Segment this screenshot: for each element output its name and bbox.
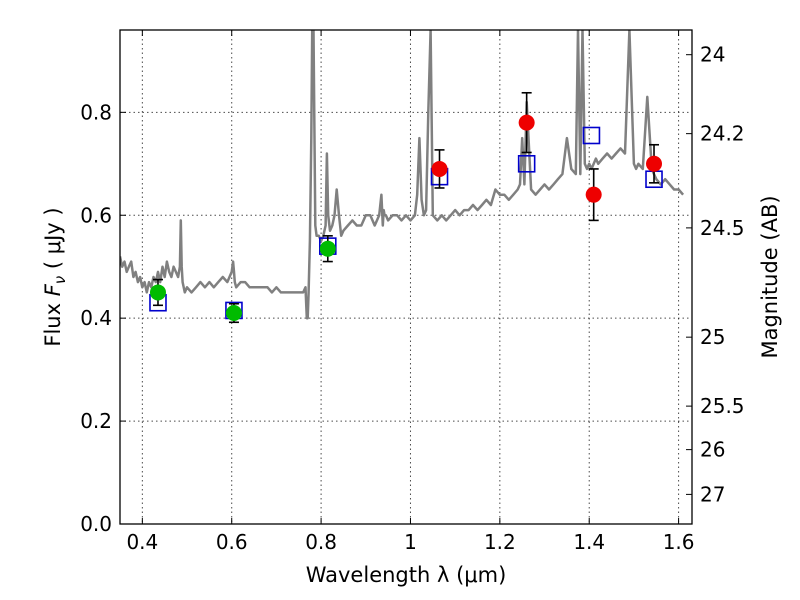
optical-point: [149, 284, 166, 301]
x-tick-label: 0.8: [305, 530, 337, 554]
grid: [120, 30, 692, 525]
y-tick-label: 0.8: [80, 100, 112, 124]
y-tick-label: 0.4: [80, 306, 112, 330]
x-tick-label: 1.6: [663, 530, 695, 554]
y-axis-label-prefix: Flux: [41, 296, 65, 346]
infrared-point: [431, 160, 448, 177]
model-photometry-square: [582, 126, 601, 145]
optical-point: [225, 305, 242, 322]
y2-axis-label: Magnitude (AB): [758, 195, 782, 358]
x-tick-label: 0.6: [216, 530, 248, 554]
plot-frame: [119, 29, 693, 525]
y2-tick-label: 26: [700, 438, 725, 462]
y2-tick-label: 24: [700, 43, 725, 67]
y-axis-label-var: F: [41, 283, 65, 296]
y-axis-label-sub: ν: [51, 276, 69, 284]
x-tick-label: 1.2: [484, 530, 516, 554]
y2-tick-label: 24.2: [700, 122, 745, 146]
y2-tick-label: 25: [700, 325, 725, 349]
ticks: 0.4 0.6 0.8 1 1.2 1.4 1.6 0.0 0.2 0.4 0.6 0.8 24 24.2…: [80, 30, 745, 554]
model-spectrum-layer: [120, 30, 685, 320]
infrared-point: [585, 186, 602, 203]
y-tick-label: 0.6: [80, 203, 112, 227]
y-tick-label: 0.2: [80, 409, 112, 433]
photometry-layer: [149, 91, 663, 324]
x-tick-label: 1.4: [573, 530, 605, 554]
infrared-point: [646, 155, 663, 172]
y-axis-label: Flux Fν ( μJy ): [41, 207, 69, 346]
y-tick-label: 0.0: [80, 512, 112, 536]
x-tick-label: 0.4: [126, 530, 158, 554]
infrared-point: [518, 114, 535, 131]
y2-tick-label: 25.5: [700, 394, 745, 418]
y2-tick-label: 27: [700, 482, 725, 506]
x-tick-label: 1: [404, 530, 417, 554]
model-spectrum-line: [120, 30, 685, 320]
y-axis-label-unit: ( μJy ): [41, 207, 65, 275]
optical-point: [319, 240, 336, 257]
x-axis-label: Wavelength λ (μm): [306, 563, 507, 587]
model-photometry-square: [517, 154, 536, 173]
y2-tick-label: 24.5: [700, 216, 745, 240]
